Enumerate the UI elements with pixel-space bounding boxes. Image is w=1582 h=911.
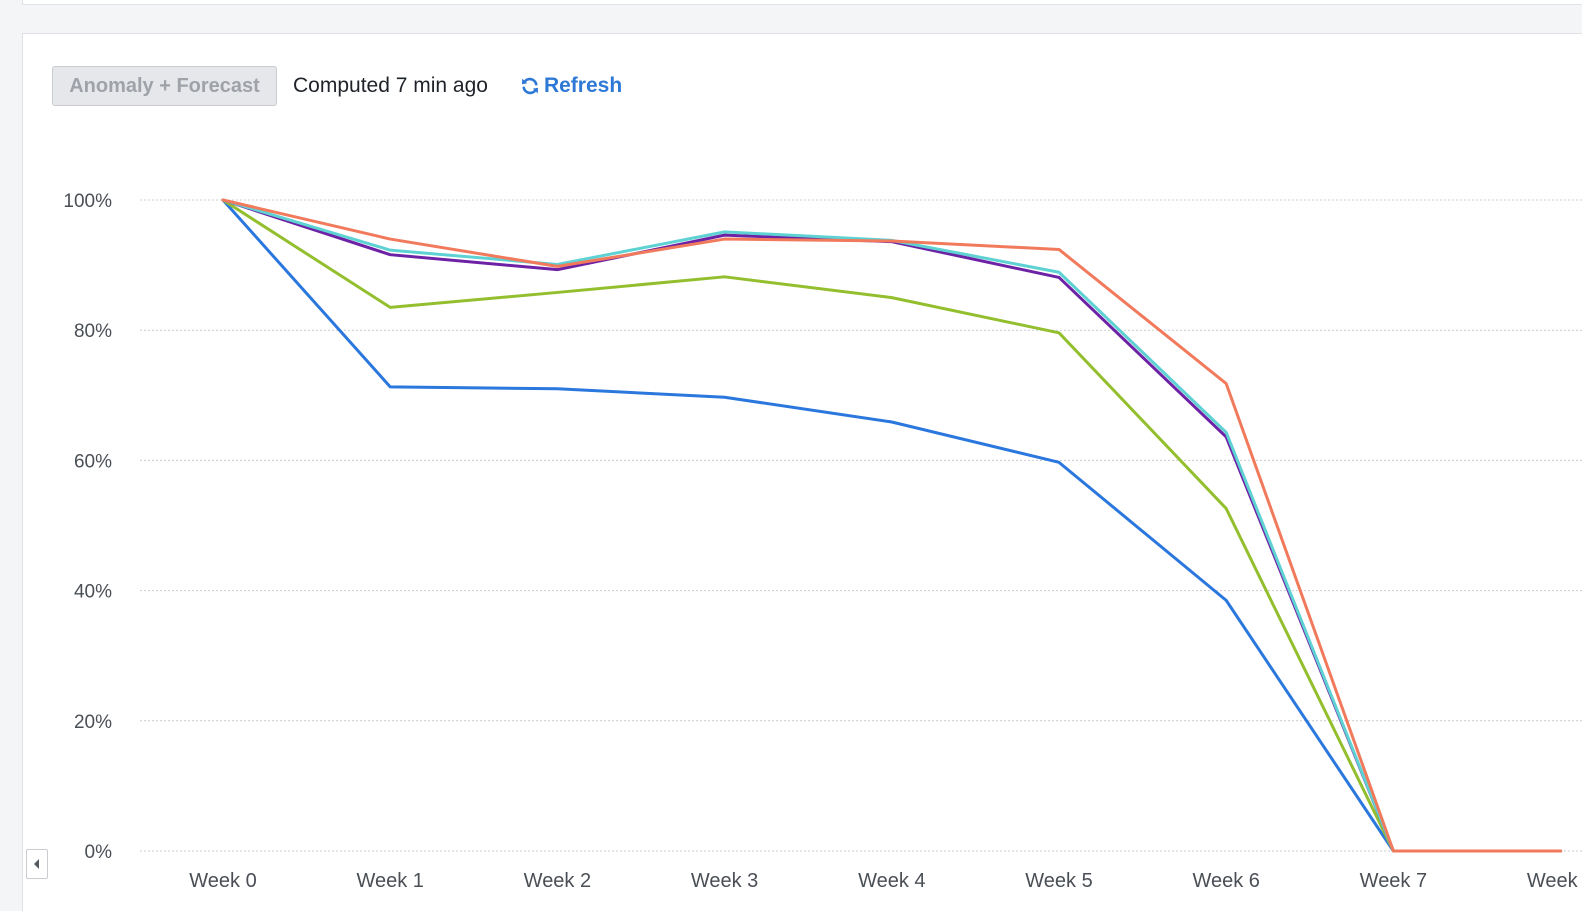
grid-layer — [140, 199, 1582, 852]
x-tick-label: Week 1 — [356, 870, 423, 892]
x-axis: Week 0 Week 1 Week 2 Week 3 Week 4 Week 5 Week… — [189, 870, 1582, 892]
collapse-handle[interactable] — [26, 849, 48, 879]
computed-status: Computed 7 min ago — [293, 74, 488, 97]
refresh-label: Refresh — [543, 74, 623, 97]
caret-left-icon — [34, 859, 39, 869]
chart-panel: Anomaly + Forecast Computed 7 min ago Re… — [22, 33, 1582, 911]
x-tick-label: Week 5 — [1025, 870, 1092, 892]
y-axis: 0% 20% 40% 60% 80% 100% — [63, 191, 112, 863]
y-tick-label: 60% — [74, 451, 112, 472]
top-strip — [22, 0, 1582, 5]
anomaly-forecast-button[interactable]: Anomaly + Forecast — [52, 66, 277, 106]
y-tick-label: 0% — [85, 842, 113, 863]
y-tick-label: 40% — [74, 582, 112, 603]
x-tick-label: Week 4 — [858, 870, 925, 892]
series-line-2[interactable] — [221, 198, 1563, 853]
y-tick-label: 100% — [63, 191, 112, 212]
x-tick-label: Week 0 — [189, 870, 256, 892]
x-tick-label: Week 7 — [1360, 870, 1427, 892]
x-tick-label: Week 2 — [524, 870, 591, 892]
series-layer — [221, 198, 1563, 853]
series-line-1[interactable] — [221, 198, 1563, 853]
x-tick-label: Week 8 — [1527, 870, 1582, 892]
refresh-link[interactable]: Refresh — [520, 74, 622, 98]
x-tick-label: Week 3 — [691, 870, 758, 892]
series-line-5[interactable] — [221, 198, 1563, 853]
x-tick-label: Week 6 — [1192, 870, 1259, 892]
chart-toolbar: Anomaly + Forecast Computed 7 min ago Re… — [52, 64, 622, 108]
y-tick-label: 80% — [74, 321, 112, 342]
y-tick-label: 20% — [74, 712, 112, 733]
refresh-icon — [521, 77, 538, 95]
